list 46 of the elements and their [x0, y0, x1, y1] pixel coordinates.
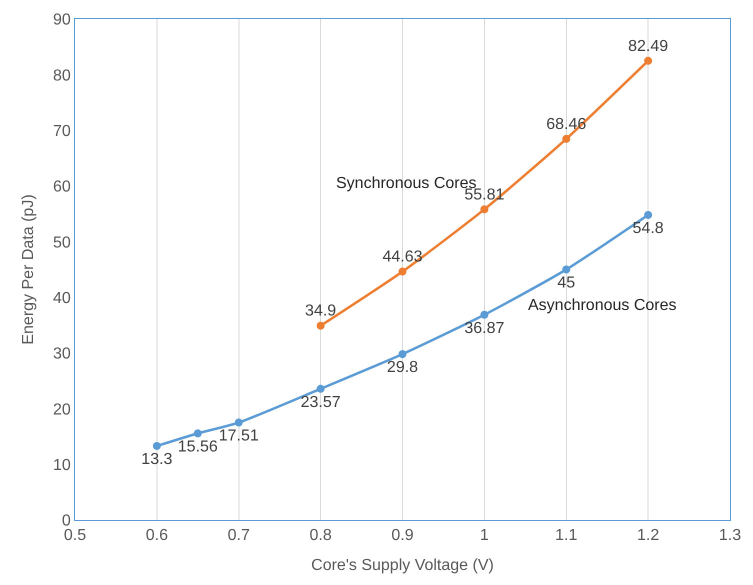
- point: [644, 210, 652, 219]
- x-tick-label: 0.6: [146, 527, 168, 544]
- y-tick-label: 80: [53, 67, 71, 84]
- data-label: 15.56: [178, 438, 218, 456]
- data-label: 54.8: [632, 220, 664, 237]
- point: [398, 350, 406, 358]
- point: [234, 418, 243, 427]
- data-label: 45: [557, 274, 576, 292]
- y-tick-label: 10: [53, 456, 71, 474]
- data-label: 44.63: [382, 248, 423, 266]
- point: [316, 322, 325, 330]
- x-tick-label: 0.9: [391, 527, 414, 544]
- data-label: 82.49: [628, 38, 668, 55]
- y-tick-label: 90: [53, 12, 71, 29]
- point: [398, 268, 406, 276]
- point: [152, 442, 161, 450]
- data-label: 34.9: [305, 302, 336, 320]
- x-tick-label: 0.7: [228, 527, 250, 544]
- point: [562, 266, 570, 274]
- x-tick-label: 1: [480, 527, 489, 544]
- y-tick-label: 60: [53, 178, 71, 196]
- point: [316, 384, 325, 393]
- data-label: 17.51: [218, 428, 259, 445]
- point: [644, 56, 652, 65]
- x-tick-label: 0.5: [64, 527, 86, 544]
- y-tick-label: 20: [53, 401, 71, 418]
- point: [480, 310, 488, 319]
- x-tick-label: 1.2: [637, 527, 660, 544]
- y-tick-label: 50: [53, 234, 71, 252]
- x-tick-label: 1.3: [718, 527, 742, 544]
- series-label: Asynchronous Cores: [528, 297, 677, 314]
- data-label: 36.87: [464, 320, 504, 337]
- y-tick-label: 70: [53, 122, 71, 140]
- data-label: 23.57: [300, 394, 341, 411]
- x-tick-label: 0.8: [310, 527, 332, 544]
- y-axis-title: Energy Per Data (pJ): [20, 194, 37, 345]
- x-axis-title: Core's Supply Voltage (V): [311, 556, 494, 574]
- point: [562, 134, 570, 143]
- x-tick-label: 1.1: [555, 527, 578, 544]
- y-tick-label: 40: [53, 290, 71, 307]
- data-label: 29.8: [386, 359, 418, 376]
- data-label: 13.3: [141, 450, 173, 468]
- point: [480, 205, 488, 214]
- y-tick-label: 30: [53, 346, 71, 363]
- y-tick-label: 0: [62, 512, 71, 530]
- point: [194, 429, 202, 438]
